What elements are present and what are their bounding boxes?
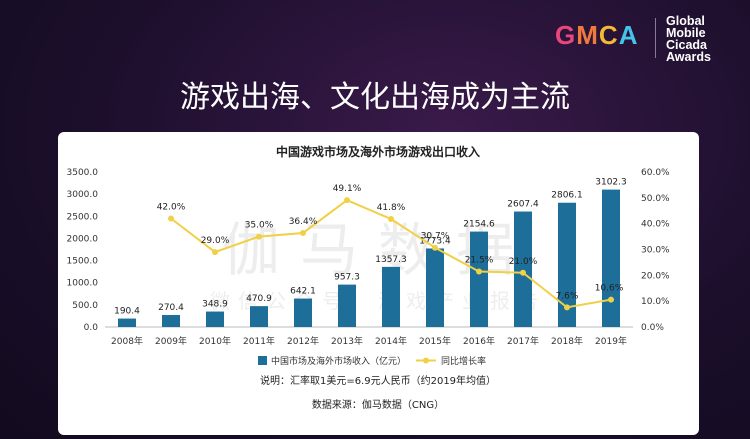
logo-letter-c: C bbox=[598, 20, 619, 50]
awards-line: Cicada bbox=[666, 38, 707, 52]
slide-headline: 游戏出海、文化出海成为主流 bbox=[180, 80, 570, 115]
y-left-tick-label: 500.0 bbox=[72, 301, 98, 311]
y-right-tick-label: 10.0% bbox=[641, 297, 670, 307]
growth-rate-point bbox=[432, 244, 438, 251]
legend-line-label: 同比增长率 bbox=[441, 355, 486, 367]
bar-data-label: 957.3 bbox=[334, 273, 360, 283]
awards-line: Global bbox=[666, 14, 705, 28]
bar-data-label: 2806.1 bbox=[551, 191, 583, 201]
bar bbox=[250, 306, 268, 327]
bar bbox=[294, 298, 312, 327]
growth-rate-point bbox=[520, 269, 526, 276]
data-source-note: 数据来源：伽马数据（CNG） bbox=[312, 398, 444, 411]
growth-rate-point bbox=[344, 197, 350, 204]
x-tick-label: 2009年 bbox=[155, 335, 187, 347]
y-right-tick-label: 20.0% bbox=[641, 271, 670, 281]
awards-wordmark: Global Mobile Cicada Awards bbox=[666, 14, 711, 64]
growth-rate-point bbox=[564, 304, 570, 311]
x-tick-label: 2017年 bbox=[507, 335, 539, 347]
bar bbox=[470, 231, 488, 327]
x-tick-label: 2011年 bbox=[243, 335, 275, 347]
awards-line: Mobile bbox=[666, 26, 706, 40]
y-left-tick-label: 2500.0 bbox=[67, 212, 99, 222]
chart-title: 中国游戏市场及海外市场游戏出口收入 bbox=[276, 144, 480, 159]
bar-data-label: 348.9 bbox=[202, 300, 228, 310]
y-right-tick-label: 40.0% bbox=[641, 220, 670, 230]
x-tick-label: 2019年 bbox=[595, 335, 627, 347]
legend-bar-label: 中国市场及海外市场收入（亿元） bbox=[271, 355, 406, 367]
x-tick-label: 2014年 bbox=[375, 335, 407, 347]
bar-data-label: 642.1 bbox=[290, 287, 316, 297]
y-left-tick-label: 3000.0 bbox=[67, 190, 99, 200]
line-data-label: 21.0% bbox=[509, 257, 538, 267]
bar bbox=[118, 318, 136, 327]
logo-letter-m: M bbox=[576, 20, 599, 50]
legend-bar-swatch bbox=[258, 356, 267, 365]
bar-data-label: 3102.3 bbox=[595, 178, 627, 188]
bar bbox=[514, 211, 532, 327]
y-left-tick-label: 1500.0 bbox=[67, 257, 99, 267]
logo-letter-a: A bbox=[618, 20, 639, 50]
line-data-label: 10.6% bbox=[595, 284, 624, 294]
growth-rate-point bbox=[608, 296, 614, 303]
watermark-main: 伽马数据 bbox=[222, 216, 534, 284]
bar-data-label: 470.9 bbox=[246, 294, 272, 304]
bar bbox=[558, 202, 576, 327]
exchange-rate-note: 说明：汇率取1美元=6.9元人民币（约2019年均值） bbox=[260, 374, 496, 387]
y-right-tick-label: 60.0% bbox=[641, 168, 670, 178]
chart-svg: 伽马数据微信公众号：游戏产业报告中国游戏市场及海外市场游戏出口收入0.0500.… bbox=[67, 144, 671, 411]
y-right-tick-label: 0.0% bbox=[641, 323, 664, 333]
y-right-tick-label: 50.0% bbox=[641, 194, 670, 204]
y-left-tick-label: 1000.0 bbox=[67, 279, 99, 289]
bar bbox=[338, 284, 356, 327]
growth-rate-point bbox=[388, 216, 394, 223]
bar-data-label: 1773.4 bbox=[419, 236, 451, 246]
x-tick-label: 2013年 bbox=[331, 335, 363, 347]
x-tick-label: 2008年 bbox=[111, 335, 143, 347]
growth-rate-point bbox=[300, 229, 306, 236]
line-data-label: 7.6% bbox=[556, 291, 579, 301]
growth-rate-point bbox=[256, 233, 262, 240]
x-tick-label: 2012年 bbox=[287, 335, 319, 347]
bar-data-label: 1357.3 bbox=[375, 255, 407, 265]
bar bbox=[162, 315, 180, 327]
line-data-label: 49.1% bbox=[333, 184, 362, 194]
y-left-tick-label: 2000.0 bbox=[67, 234, 99, 244]
line-data-label: 29.0% bbox=[201, 236, 230, 246]
bar bbox=[206, 311, 224, 327]
line-data-label: 30.7% bbox=[421, 232, 450, 242]
bar bbox=[602, 189, 620, 327]
y-left-tick-label: 3500.0 bbox=[67, 168, 99, 178]
growth-rate-point bbox=[212, 249, 218, 256]
growth-rate-point bbox=[168, 215, 174, 222]
x-tick-label: 2015年 bbox=[419, 335, 451, 347]
bar-data-label: 190.4 bbox=[114, 307, 140, 317]
awards-line: Awards bbox=[666, 50, 711, 64]
bar-data-label: 2154.6 bbox=[463, 220, 495, 230]
growth-rate-point bbox=[476, 268, 482, 275]
bar bbox=[382, 266, 400, 327]
x-tick-label: 2010年 bbox=[199, 335, 231, 347]
logo-divider bbox=[655, 18, 656, 58]
bar-data-label: 2607.4 bbox=[507, 200, 539, 210]
line-data-label: 42.0% bbox=[157, 203, 186, 213]
y-right-tick-label: 30.0% bbox=[641, 246, 670, 256]
line-data-label: 35.0% bbox=[245, 221, 274, 231]
x-tick-label: 2016年 bbox=[463, 335, 495, 347]
bar bbox=[426, 248, 444, 327]
gmca-logo: GMCA bbox=[555, 20, 638, 51]
legend-line-marker bbox=[423, 357, 429, 364]
line-data-label: 36.4% bbox=[289, 217, 318, 227]
chart-card: 伽马数据 微信公众号：游戏产业报告 中国游戏市场及海外市场游戏出口收入 0.0 500.… bbox=[58, 132, 699, 435]
y-left-tick-label: 0.0 bbox=[84, 323, 99, 333]
bar-data-label: 270.4 bbox=[158, 303, 184, 313]
line-data-label: 41.8% bbox=[377, 203, 406, 213]
x-tick-label: 2018年 bbox=[551, 335, 583, 347]
logo-letter-g: G bbox=[555, 20, 577, 50]
line-data-label: 21.5% bbox=[465, 255, 494, 265]
